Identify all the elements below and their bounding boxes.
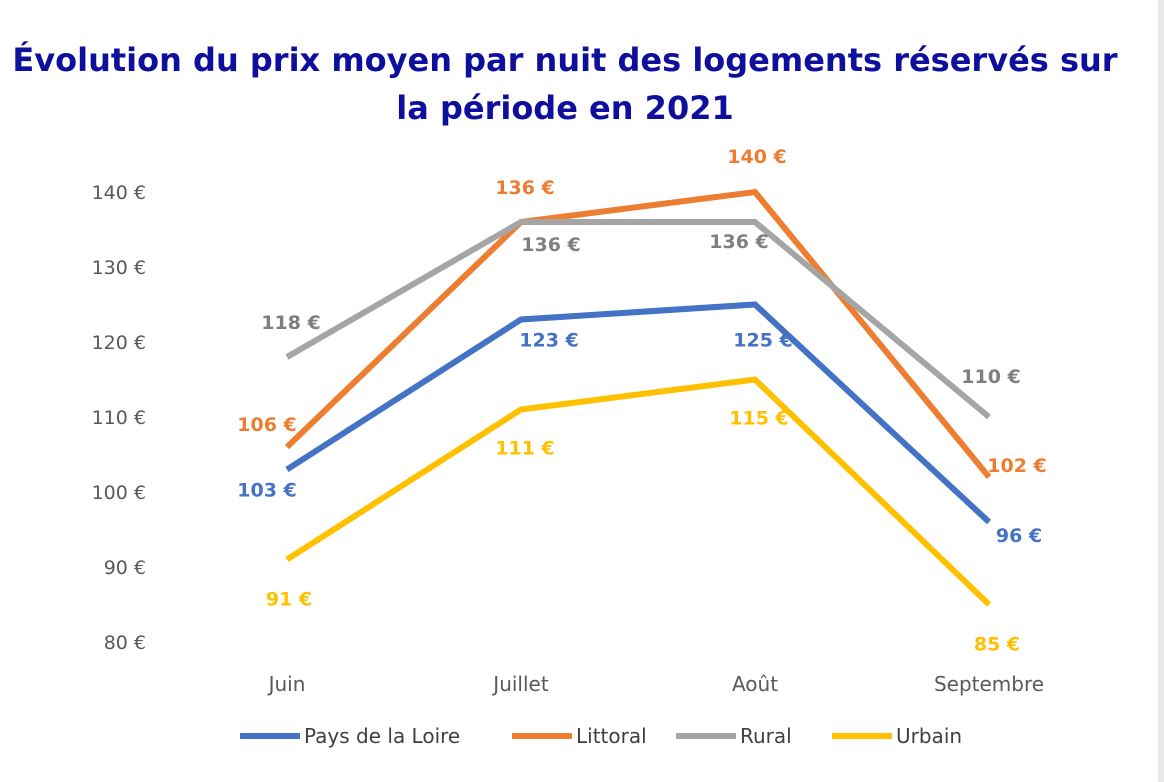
data-label: 118 € xyxy=(261,312,321,334)
x-category-label: Août xyxy=(732,672,778,696)
x-category-label: Juin xyxy=(267,672,306,696)
legend-item: Littoral xyxy=(512,724,647,748)
x-category-label: Septembre xyxy=(934,672,1044,696)
data-label: 123 € xyxy=(519,330,579,352)
y-tick-label: 90 € xyxy=(104,557,146,579)
data-label: 91 € xyxy=(266,589,312,611)
legend-item: Rural xyxy=(676,724,792,748)
series-line-littoral xyxy=(284,188,992,479)
data-label: 136 € xyxy=(495,177,555,199)
data-label: 140 € xyxy=(727,146,787,168)
data-label: 111 € xyxy=(495,438,555,460)
data-label: 125 € xyxy=(733,330,793,352)
data-label: 136 € xyxy=(521,234,581,256)
y-tick-label: 100 € xyxy=(92,482,146,504)
legend: Pays de la Loire Littoral Rural Urbain xyxy=(240,724,962,748)
legend-item: Urbain xyxy=(832,724,962,748)
data-label: 102 € xyxy=(987,455,1047,477)
data-label: 96 € xyxy=(996,525,1042,547)
window-edge xyxy=(1158,0,1164,782)
data-label: 115 € xyxy=(729,408,789,430)
series-line-rural xyxy=(285,219,991,420)
y-tick-label: 130 € xyxy=(92,257,146,279)
legend-label: Urbain xyxy=(896,724,962,748)
y-tick-label: 80 € xyxy=(104,632,146,654)
y-tick-label: 120 € xyxy=(92,332,146,354)
legend-label: Pays de la Loire xyxy=(304,724,460,748)
data-label: 85 € xyxy=(974,634,1020,656)
series-line-pays-de-la-loire xyxy=(285,301,992,525)
x-axis: Juin Juillet Août Septembre xyxy=(267,672,1044,696)
data-label: 106 € xyxy=(237,414,297,436)
y-axis: 80 € 90 € 100 € 110 € 120 € 130 € 140 € xyxy=(92,182,146,654)
legend-item: Pays de la Loire xyxy=(240,724,460,748)
data-label: 136 € xyxy=(709,231,769,253)
data-labels: 103 € 123 € 125 € 96 € 106 € 136 € 140 € 102 € 1… xyxy=(237,146,1047,656)
legend-label: Littoral xyxy=(576,724,647,748)
chart-title: Évolution du prix moyen par nuit des log… xyxy=(12,41,1118,127)
y-tick-label: 110 € xyxy=(92,407,146,429)
y-tick-label: 140 € xyxy=(92,182,146,204)
data-label: 110 € xyxy=(961,366,1021,388)
legend-label: Rural xyxy=(740,724,792,748)
series-lines xyxy=(284,188,992,607)
series-line-urbain xyxy=(285,376,992,607)
x-category-label: Juillet xyxy=(491,672,549,696)
data-label: 103 € xyxy=(237,480,297,502)
